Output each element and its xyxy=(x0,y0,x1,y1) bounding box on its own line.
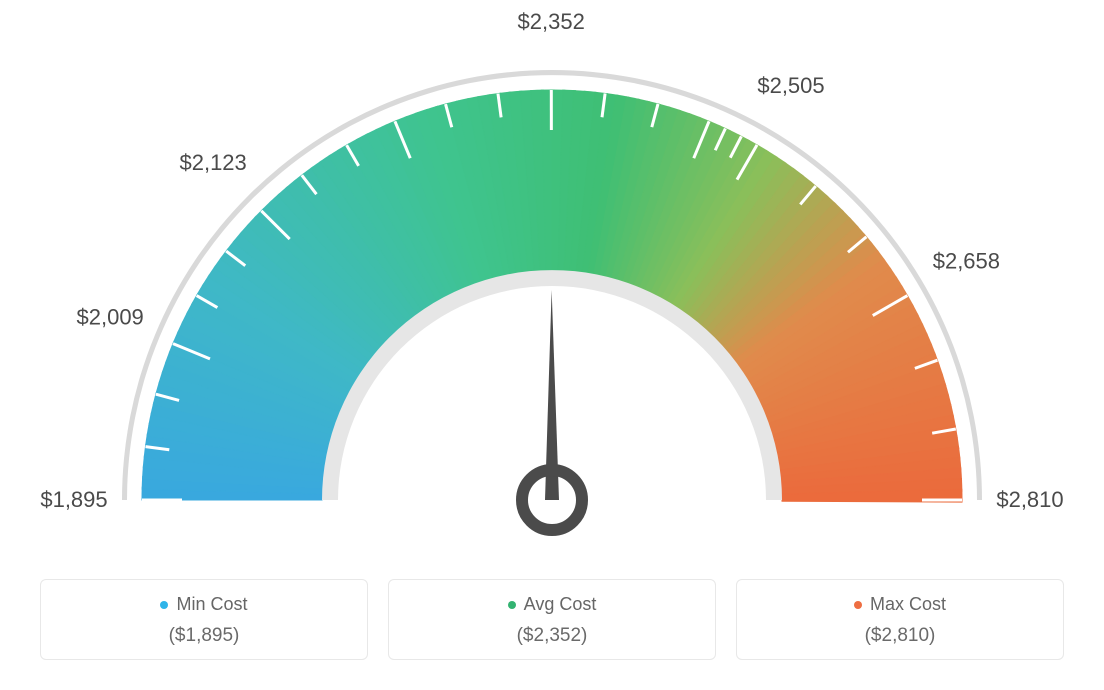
legend-label-avg: Avg Cost xyxy=(524,594,597,615)
gauge-tick-label: $2,009 xyxy=(77,305,144,330)
legend-value-min: ($1,895) xyxy=(51,625,357,647)
legend-box-min: Min Cost ($1,895) xyxy=(40,579,368,660)
legend-dot-max xyxy=(854,601,862,609)
gauge-chart: $1,895 $2,009 $2,123 $2,352 $2,505 $2,658 $2,8… xyxy=(0,0,1104,560)
gauge-tick-label: $2,658 xyxy=(933,249,1000,274)
legend-title-min: Min Cost xyxy=(160,594,247,615)
legend-row: Min Cost ($1,895) Avg Cost ($2,352) Max … xyxy=(40,579,1064,660)
legend-title-avg: Avg Cost xyxy=(508,594,597,615)
legend-label-min: Min Cost xyxy=(176,594,247,615)
legend-title-max: Max Cost xyxy=(854,594,946,615)
legend-value-avg: ($2,352) xyxy=(399,625,705,647)
legend-box-max: Max Cost ($2,810) xyxy=(736,579,1064,660)
legend-dot-min xyxy=(160,601,168,609)
legend-label-max: Max Cost xyxy=(870,594,946,615)
gauge-tick-label: $1,895 xyxy=(40,487,107,512)
legend-box-avg: Avg Cost ($2,352) xyxy=(388,579,716,660)
legend-dot-avg xyxy=(508,601,516,609)
chart-container: $1,895 $2,009 $2,123 $2,352 $2,505 $2,658 $2,8… xyxy=(0,0,1104,690)
gauge-tick-label: $2,810 xyxy=(996,487,1063,512)
gauge-tick-label: $2,352 xyxy=(518,9,585,34)
gauge-svg: $1,895 $2,009 $2,123 $2,352 $2,505 $2,658 $2,8… xyxy=(0,0,1104,560)
legend-value-max: ($2,810) xyxy=(747,625,1053,647)
gauge-tick-label: $2,505 xyxy=(757,73,824,98)
gauge-tick-label: $2,123 xyxy=(179,150,246,175)
